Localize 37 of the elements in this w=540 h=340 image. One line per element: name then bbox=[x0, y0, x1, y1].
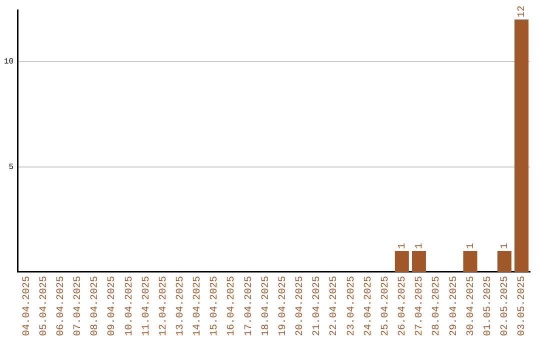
x-tick-label: 12.04.2025 bbox=[158, 276, 170, 336]
x-tick-label: 22.04.2025 bbox=[329, 276, 340, 336]
x-tick-label: 11.04.2025 bbox=[141, 276, 152, 336]
x-tick-label: 19.04.2025 bbox=[278, 276, 289, 336]
x-tick-label: 18.04.2025 bbox=[260, 276, 272, 336]
x-tick-label: 04.04.2025 bbox=[22, 276, 33, 336]
x-tick-label: 15.04.2025 bbox=[210, 276, 221, 336]
data-label: 12 bbox=[517, 5, 528, 18]
x-tick-label: 24.04.2025 bbox=[363, 276, 374, 336]
x-tick-label: 13.04.2025 bbox=[176, 276, 186, 336]
x-tick-label: 08.04.2025 bbox=[90, 276, 102, 336]
y-tick-label: 10 bbox=[4, 58, 14, 67]
x-tick-label: 07.04.2025 bbox=[73, 276, 84, 336]
data-label: 1 bbox=[414, 242, 426, 249]
x-tick-label: 09.04.2025 bbox=[107, 276, 118, 336]
x-tick-label: 23.04.2025 bbox=[346, 276, 358, 336]
x-tick-label: 14.04.2025 bbox=[192, 276, 204, 336]
x-tick-label: 25.04.2025 bbox=[380, 276, 392, 336]
x-tick-label: 06.04.2025 bbox=[56, 276, 67, 336]
x-tick-label: 17.04.2025 bbox=[244, 276, 255, 336]
x-tick-label: 29.04.2025 bbox=[448, 276, 460, 336]
x-tick-label: 30.04.2025 bbox=[466, 276, 477, 336]
x-tick-label: 05.04.2025 bbox=[38, 276, 50, 336]
data-label: 1 bbox=[466, 242, 477, 249]
x-tick-label: 27.04.2025 bbox=[414, 276, 426, 336]
x-tick-label: 16.04.2025 bbox=[226, 276, 238, 336]
x-tick-label: 02.05.2025 bbox=[500, 276, 512, 336]
x-tick-label: 01.05.2025 bbox=[482, 276, 494, 336]
x-tick-label: 20.04.2025 bbox=[295, 276, 306, 336]
x-tick-label: 10.04.2025 bbox=[124, 276, 136, 336]
x-tick-label: 26.04.2025 bbox=[398, 276, 409, 336]
data-label: 1 bbox=[398, 242, 409, 249]
x-tick-label: 03.05.2025 bbox=[517, 276, 528, 336]
y-tick-label: 5 bbox=[8, 162, 14, 172]
x-tick-label: 28.04.2025 bbox=[432, 276, 443, 336]
x-tick-label: 21.04.2025 bbox=[312, 276, 324, 336]
data-label: 1 bbox=[500, 242, 512, 249]
